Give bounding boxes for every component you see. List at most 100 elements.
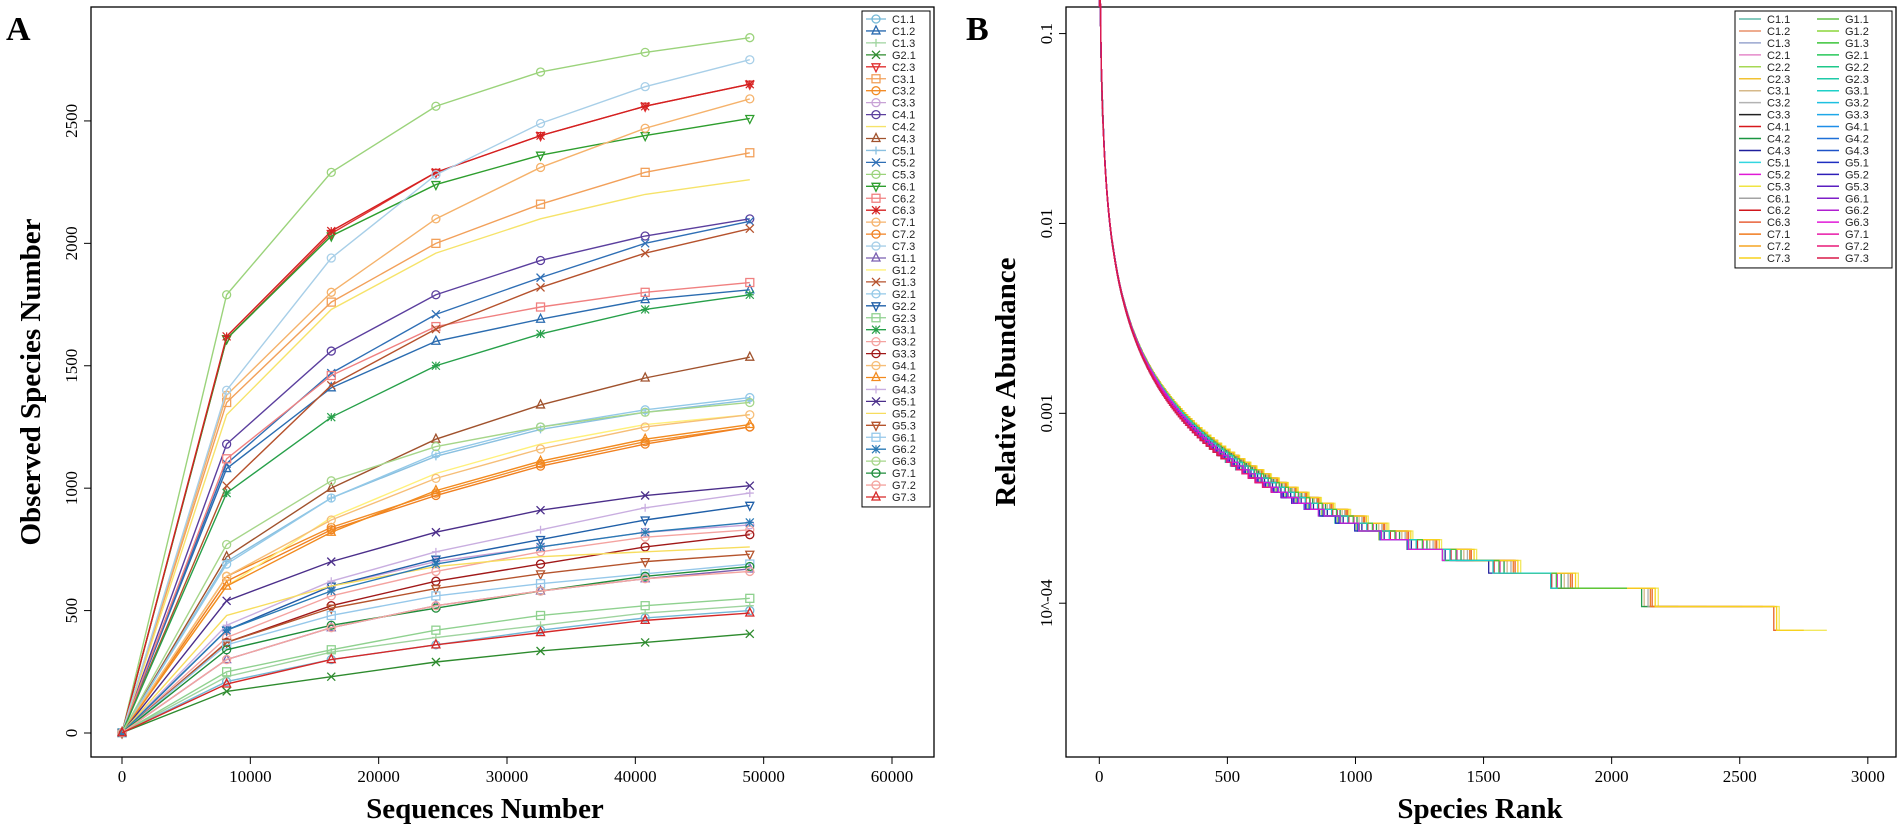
legend-entry: G6.3 (866, 456, 916, 468)
data-point (431, 625, 441, 635)
data-point (326, 653, 337, 664)
data-point (221, 454, 232, 464)
legend-marker (871, 157, 881, 167)
data-point (744, 550, 755, 561)
data-point (222, 596, 232, 606)
data-point (536, 131, 545, 141)
legend-entry: G6.2 (1817, 205, 1869, 217)
legend-label: C1.3 (892, 38, 915, 50)
series-G4-1 (1098, 0, 1433, 551)
series-G4-3 (1098, 0, 1351, 524)
legend-marker (870, 132, 882, 143)
data-point (745, 518, 755, 527)
legend-entry: C3.3 (866, 98, 915, 110)
legend-marker (871, 109, 881, 120)
legend-marker (871, 468, 881, 478)
legend-marker (871, 360, 881, 371)
legend-entry: G5.3 (1817, 181, 1869, 193)
legend-marker (871, 348, 881, 359)
series-line (121, 570, 750, 734)
legend-entry: C5.1 (1739, 157, 1790, 169)
legend-label: G4.2 (892, 373, 916, 385)
data-point (430, 555, 441, 566)
legend-marker (870, 24, 882, 35)
legend-entry: C5.3 (1739, 181, 1790, 193)
legend-entry: G3.3 (866, 349, 916, 361)
legend-label: C5.2 (1767, 169, 1790, 181)
data-point (640, 231, 650, 241)
legend-entry: G7.2 (1817, 241, 1869, 253)
data-point (221, 385, 232, 395)
data-point (535, 312, 546, 323)
legend-box (1734, 10, 1893, 269)
y-tick-label: 0.1 (1037, 23, 1056, 44)
data-point (745, 290, 755, 300)
panel-b-series (1098, 0, 1827, 631)
legend-entry: C5.1 (866, 145, 915, 157)
series-C4-1 (1098, 0, 1638, 589)
data-point (431, 441, 441, 452)
data-point (535, 199, 546, 209)
legend-entry: G2.1 (866, 50, 916, 62)
series-C5-3 (1098, 0, 1827, 631)
data-point (535, 626, 546, 637)
x-tick-label: 0 (1095, 767, 1104, 786)
legend-label: G3.3 (1845, 110, 1869, 122)
data-point (431, 601, 441, 611)
legend-entry: C1.3 (1739, 38, 1790, 50)
legend-marker (871, 277, 881, 287)
legend-entry: G2.3 (866, 313, 916, 325)
legend-label: C4.2 (892, 122, 915, 134)
data-point (535, 584, 546, 595)
series-line (121, 218, 750, 733)
panel-b-legend: C1.1C1.2C1.3C2.1C2.2C2.3C3.1C3.2C3.3C4.1… (1734, 10, 1893, 269)
legend-entry: G2.2 (1817, 62, 1869, 74)
data-point (430, 584, 441, 596)
legend-label: C7.1 (1767, 229, 1790, 241)
legend-entry: G7.3 (866, 490, 916, 504)
data-point (221, 439, 232, 449)
data-point (326, 525, 337, 536)
legend-entry: G7.2 (866, 480, 916, 492)
legend-entry: C5.2 (866, 157, 915, 169)
data-point (745, 481, 755, 491)
series-C6-2 (1098, 0, 1571, 589)
x-tick-label: 2500 (1723, 767, 1757, 786)
data-point (744, 418, 755, 429)
data-point (535, 559, 546, 569)
legend-marker (871, 444, 881, 454)
series-G1-2 (1098, 0, 1433, 551)
legend-entry: G7.1 (1817, 229, 1869, 241)
data-point (535, 570, 546, 581)
legend-entry: G2.1 (866, 289, 916, 301)
legend-label: C3.1 (892, 74, 915, 86)
x-tick-label: 1500 (1467, 767, 1501, 786)
legend-marker (872, 146, 880, 155)
data-point (536, 505, 545, 515)
panel-a: A 0 10000 20000 30000 40000 50000 60000 0 500 100… (6, 6, 935, 825)
legend-entry: C4.2 (866, 122, 915, 134)
legend-label: G2.3 (1845, 74, 1869, 86)
data-point (431, 603, 441, 613)
legend-entry: C5.3 (866, 169, 915, 181)
legend-entry: G4.1 (866, 361, 916, 373)
series-C2-3 (1098, 0, 1779, 631)
legend-label: G6.1 (1845, 193, 1869, 205)
series-C4-2 (1098, 0, 1679, 608)
legend-label: C1.2 (1767, 26, 1790, 38)
legend-entry: G6.2 (866, 444, 916, 456)
y-tick-label: 2500 (62, 104, 81, 138)
legend-entry: C3.2 (866, 86, 915, 98)
legend-label: G3.2 (892, 337, 916, 349)
data-point (640, 123, 650, 133)
legend-entry: G1.2 (866, 265, 916, 277)
legend-label: G7.1 (1845, 229, 1869, 241)
legend-entry: G3.3 (1817, 110, 1869, 122)
legend-label: G4.1 (1845, 122, 1869, 134)
series-line (121, 396, 750, 734)
series-line (121, 414, 750, 734)
legend-label: C2.3 (892, 62, 915, 74)
panel-b-frame (1065, 6, 1897, 758)
data-point (536, 273, 545, 283)
legend-label: C6.1 (892, 181, 915, 193)
